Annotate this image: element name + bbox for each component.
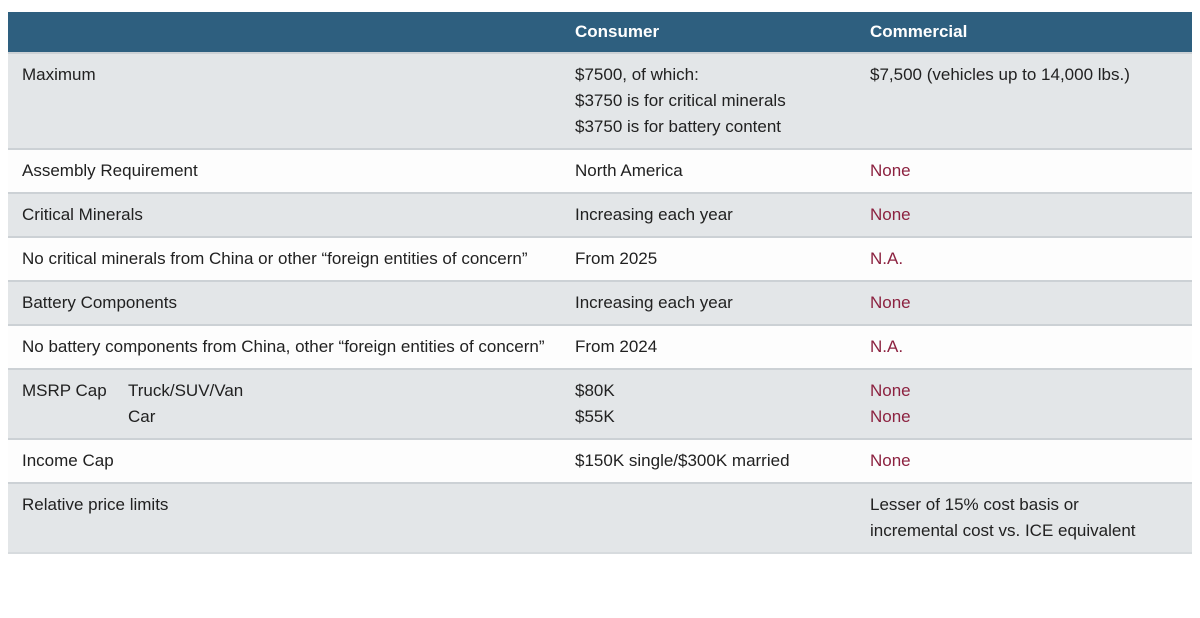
- table-row-no-critical-minerals-china: No critical minerals from China or other…: [8, 236, 1192, 280]
- sublabel: Truck/SUV/Van: [128, 381, 244, 400]
- consumer-cell: $7500, of which: $3750 is for critical m…: [567, 54, 862, 148]
- cell-line: $55K: [575, 407, 615, 426]
- commercial-cell: $7,500 (vehicles up to 14,000 lbs.): [870, 65, 1130, 84]
- consumer-cell: From 2025: [575, 249, 658, 268]
- table-row-critical-minerals: Critical Minerals Increasing each year N…: [8, 192, 1192, 236]
- consumer-cell: North America: [575, 161, 683, 180]
- consumer-cell: Increasing each year: [575, 205, 733, 224]
- row-label: No critical minerals from China or other…: [22, 249, 528, 268]
- row-label: Battery Components: [22, 293, 177, 312]
- table-row-battery-components: Battery Components Increasing each year …: [8, 280, 1192, 324]
- table-row-maximum: Maximum $7500, of which: $3750 is for cr…: [8, 52, 1192, 148]
- row-label: Critical Minerals: [22, 205, 143, 224]
- table-row-income-cap: Income Cap $150K single/$300K married No…: [8, 438, 1192, 482]
- table-header-row: Consumer Commercial: [8, 12, 1192, 52]
- cell-line: None: [870, 407, 911, 426]
- row-label: Assembly Requirement: [22, 161, 198, 180]
- commercial-cell: N.A.: [870, 337, 904, 356]
- consumer-cell: From 2024: [575, 337, 658, 356]
- row-sublabels: Truck/SUV/Van Car: [128, 378, 243, 430]
- cell-line: $3750 is for battery content: [575, 117, 782, 136]
- consumer-cell: [567, 484, 862, 552]
- commercial-cell: None: [870, 205, 911, 224]
- table-row-relative-price-limits: Relative price limits Lesser of 15% cost…: [8, 482, 1192, 554]
- consumer-cell: Increasing each year: [575, 293, 733, 312]
- cell-line: $3750 is for critical minerals: [575, 91, 786, 110]
- cell-line: Lesser of 15% cost basis or: [870, 495, 1079, 514]
- commercial-cell: None: [870, 161, 911, 180]
- cell-line: incremental cost vs. ICE equivalent: [870, 521, 1136, 540]
- consumer-cell: $80K $55K: [567, 370, 862, 438]
- cell-line: None: [870, 381, 911, 400]
- commercial-cell: None: [870, 451, 911, 470]
- row-label: Relative price limits: [22, 495, 169, 514]
- row-label: Income Cap: [22, 451, 114, 470]
- comparison-table: Consumer Commercial Maximum $7500, of wh…: [8, 12, 1192, 554]
- column-header-consumer: Consumer: [575, 22, 660, 41]
- sublabel: Car: [128, 407, 156, 426]
- commercial-cell: None: [870, 293, 911, 312]
- row-label: No battery components from China, other …: [22, 337, 545, 356]
- table-row-msrp-cap: MSRP Cap Truck/SUV/Van Car $80K $55K Non…: [8, 368, 1192, 438]
- table-row-assembly-requirement: Assembly Requirement North America None: [8, 148, 1192, 192]
- consumer-cell: $150K single/$300K married: [575, 451, 790, 470]
- commercial-cell: None None: [862, 370, 1192, 438]
- row-label: Maximum: [22, 65, 96, 84]
- commercial-cell: N.A.: [870, 249, 904, 268]
- table-row-no-battery-components-china: No battery components from China, other …: [8, 324, 1192, 368]
- row-label-group: MSRP Cap Truck/SUV/Van Car: [8, 370, 567, 438]
- cell-line: $7500, of which:: [575, 65, 699, 84]
- column-header-commercial: Commercial: [870, 22, 968, 41]
- cell-line: $80K: [575, 381, 615, 400]
- commercial-cell: Lesser of 15% cost basis or incremental …: [862, 484, 1192, 552]
- row-label: MSRP Cap: [22, 381, 107, 400]
